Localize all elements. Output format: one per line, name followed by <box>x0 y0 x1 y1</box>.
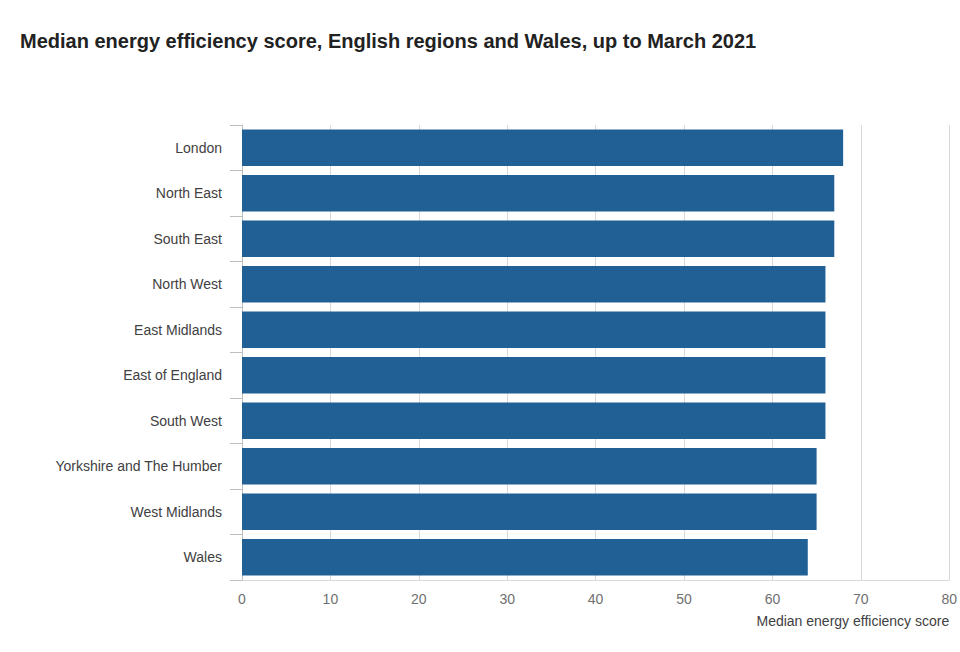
svg-text:South West: South West <box>150 413 222 429</box>
svg-text:East Midlands: East Midlands <box>134 322 222 338</box>
svg-text:80: 80 <box>941 591 957 607</box>
svg-text:30: 30 <box>499 591 515 607</box>
svg-text:London: London <box>175 140 222 156</box>
svg-text:West Midlands: West Midlands <box>130 504 222 520</box>
svg-text:50: 50 <box>676 591 692 607</box>
svg-text:Wales: Wales <box>184 549 222 565</box>
svg-text:Median energy efficiency score: Median energy efficiency score <box>756 613 949 629</box>
svg-text:40: 40 <box>588 591 604 607</box>
svg-text:0: 0 <box>238 591 246 607</box>
svg-text:Median energy efficiency score: Median energy efficiency score, English … <box>20 30 756 52</box>
svg-text:Yorkshire and The Humber: Yorkshire and The Humber <box>55 458 222 474</box>
svg-text:20: 20 <box>411 591 427 607</box>
svg-text:60: 60 <box>765 591 781 607</box>
svg-text:70: 70 <box>853 591 869 607</box>
svg-text:South East: South East <box>154 231 223 247</box>
svg-text:North East: North East <box>156 185 222 201</box>
svg-text:East of England: East of England <box>123 367 222 383</box>
svg-text:North West: North West <box>152 276 222 292</box>
svg-text:10: 10 <box>323 591 339 607</box>
